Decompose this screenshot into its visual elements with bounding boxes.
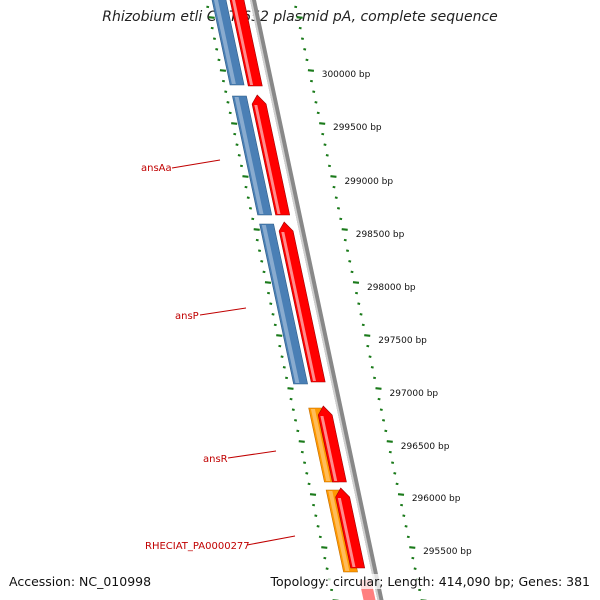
backbone-highlight (249, 0, 380, 600)
inner-tick-ring (206, 5, 339, 600)
position-label-2: 299000 bp (344, 177, 393, 187)
reverse-cds-ansAa-shine (234, 97, 264, 214)
sequence-summary: Topology: circular; Length: 414,090 bp; … (268, 574, 592, 589)
reverse-cds-1 (211, 0, 245, 86)
gene-label-ansAa[interactable]: ansAa (141, 159, 221, 174)
position-labels: 300000 bp 299500 bp 299000 bp 298500 bp 2980… (322, 70, 472, 557)
position-label-1: 299500 bp (333, 123, 382, 133)
position-label-7: 296500 bp (401, 442, 450, 452)
gene-leader-line (246, 535, 296, 546)
position-label-8: 296000 bp (412, 494, 461, 504)
position-label-4: 298000 bp (367, 283, 416, 293)
gene-leader-line (171, 159, 221, 169)
forward-cds-3-shine (281, 232, 316, 381)
forward-strand-features (229, 0, 376, 600)
position-label-3: 298500 bp (356, 230, 405, 240)
gene-leader-line (199, 307, 247, 316)
gene-labels: ansAa ansP ansR RHECIAT_PA0000277 (141, 159, 296, 552)
forward-cds-1-shine (232, 0, 254, 85)
forward-cds-5-shine (337, 498, 356, 567)
accession-text: Accession: NC_010998 (9, 574, 152, 589)
reverse-cds-ansP (259, 223, 308, 385)
regulator-cds-ansR-shine (310, 409, 331, 481)
gene-label-ansP[interactable]: ansP (175, 307, 247, 322)
gene-label-RHECIAT_PA0000277[interactable]: RHECIAT_PA0000277 (145, 535, 296, 552)
gene-leader-line (227, 450, 277, 459)
gene-name: ansAa (141, 163, 172, 174)
reverse-cds-ansP-shine (261, 225, 300, 383)
position-label-6: 297000 bp (390, 389, 439, 399)
position-label-0: 300000 bp (322, 70, 371, 80)
gene-label-ansR[interactable]: ansR (203, 450, 277, 465)
reverse-strand-features (211, 0, 358, 573)
position-label-9: 295500 bp (423, 547, 472, 557)
tick-rings (206, 5, 427, 600)
sequence-backbone (249, 0, 384, 600)
regulator-cds-277-shine (328, 491, 350, 571)
forward-cds-2-shine (254, 105, 281, 214)
outer-tick-ring (294, 5, 427, 600)
position-label-5: 297500 bp (378, 336, 427, 346)
gene-name: ansR (203, 454, 228, 465)
gene-name: RHECIAT_PA0000277 (145, 541, 250, 552)
reverse-cds-1-shine (214, 0, 236, 84)
reverse-cds-ansAa (232, 95, 273, 216)
forward-cds-4-shine (320, 416, 338, 481)
gene-name: ansP (175, 311, 199, 322)
